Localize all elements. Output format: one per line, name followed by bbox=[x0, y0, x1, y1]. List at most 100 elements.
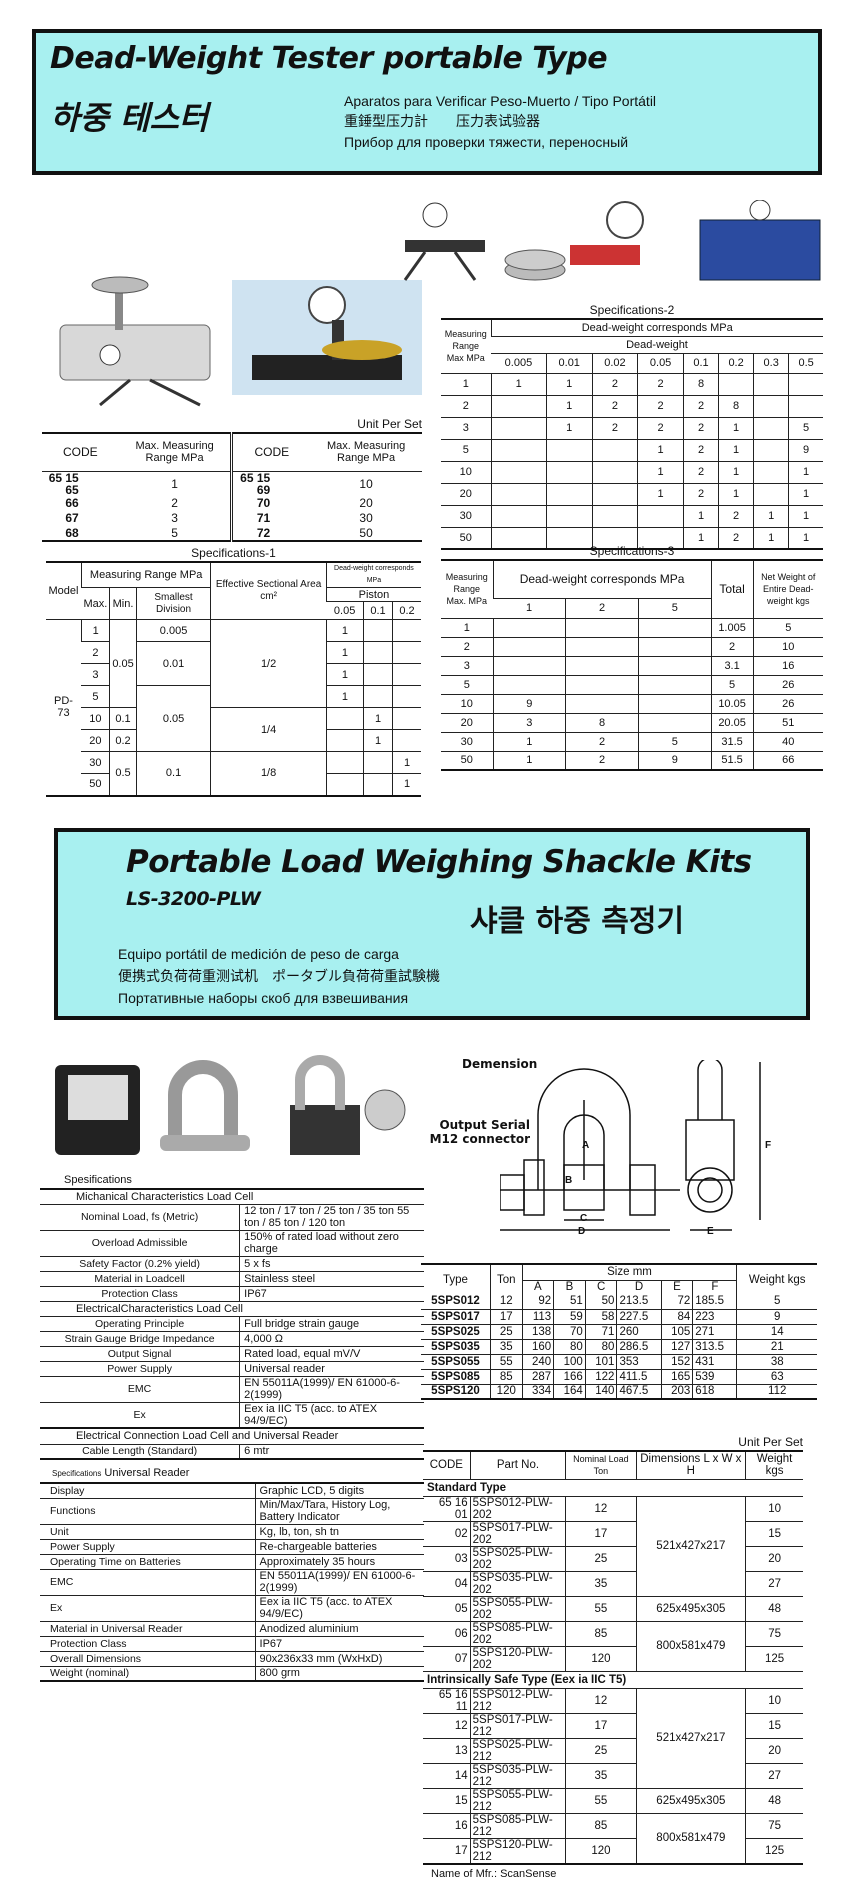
table-cell: 105 bbox=[661, 1324, 694, 1339]
table-cell: 20.05 bbox=[710, 713, 753, 733]
table-cell: 1/2 bbox=[210, 619, 327, 708]
table-row: 65 16 11 5SPS012-PLW-212 12 521x427x217 10 bbox=[423, 1688, 803, 1789]
table-cell bbox=[565, 675, 639, 695]
col-header: Max. bbox=[81, 587, 110, 620]
table-cell: 2 bbox=[682, 439, 719, 462]
table-cell: 3 bbox=[81, 663, 110, 686]
section-header-row: Electrical Connection Load Cell and Univ… bbox=[40, 1429, 424, 1444]
table-cell: 85 bbox=[490, 1369, 523, 1384]
table-cell bbox=[490, 527, 547, 550]
table-row: 5 0.05 1 bbox=[46, 685, 421, 752]
table-cell: 618 bbox=[692, 1384, 738, 1399]
table-cell: 5 bbox=[710, 675, 753, 695]
spec-name: Power Supply bbox=[40, 1361, 241, 1376]
spec-value: 5 x fs bbox=[244, 1257, 271, 1270]
table-cell: 122 bbox=[585, 1369, 618, 1384]
table-cell bbox=[490, 439, 547, 462]
col-header: Dead-weight corresponds MPa bbox=[490, 319, 823, 337]
table-cell: 71 bbox=[256, 511, 271, 525]
spec-label: Spesifications bbox=[64, 1174, 132, 1186]
table-cell bbox=[545, 483, 593, 506]
table-cell: 5SPS017 bbox=[421, 1309, 491, 1324]
col-header: F bbox=[692, 1280, 738, 1294]
table-cell: 1 bbox=[441, 373, 491, 396]
spec-name: Operating Principle bbox=[40, 1316, 241, 1331]
table-cell bbox=[788, 373, 823, 396]
table-cell: 2 bbox=[81, 641, 110, 664]
spec-name: Material in Loadcell bbox=[40, 1271, 241, 1286]
col-header: CODE bbox=[423, 1451, 471, 1479]
spec-row: Power Supply Re-chargeable batteries bbox=[40, 1539, 424, 1554]
table-cell: 2 bbox=[682, 483, 719, 506]
load-cell: 35 bbox=[565, 1763, 637, 1788]
table-cell: 80 bbox=[553, 1339, 586, 1354]
table-cell: 1 bbox=[392, 751, 421, 774]
table-cell bbox=[637, 527, 684, 550]
reader-spec-label-small: Specifications bbox=[52, 1469, 102, 1478]
part-no-cell: 5SPS035-PLW-212 bbox=[470, 1763, 567, 1788]
spec-value: 800 grm bbox=[259, 1667, 300, 1680]
table-row: 14 5SPS035-PLW-212 35 27 bbox=[423, 1763, 803, 1788]
code-cell: 14 bbox=[423, 1763, 471, 1788]
table-cell: 5SPS120 bbox=[421, 1384, 491, 1399]
table-row: 05 5SPS055-PLW-202 55 625x495x305 48 bbox=[423, 1596, 803, 1622]
load-cell: 12 bbox=[565, 1688, 637, 1713]
table-cell: 431 bbox=[692, 1354, 738, 1369]
table-cell: 80 bbox=[585, 1339, 618, 1354]
table-cell: 2 bbox=[565, 751, 639, 771]
table-cell bbox=[753, 483, 789, 506]
spec-row: Safety Factor (0.2% yield) 5 x fs bbox=[40, 1256, 424, 1271]
section-header: Michanical Characteristics Load Cell bbox=[76, 1190, 254, 1203]
spec-value: Universal reader bbox=[244, 1362, 325, 1375]
section-header: ElectricalCharacteristics Load Cell bbox=[76, 1302, 243, 1315]
weight-cell: 10 bbox=[768, 1694, 781, 1707]
spec-value: Graphic LCD, 5 digits bbox=[259, 1484, 365, 1497]
table-cell: 1 bbox=[753, 527, 789, 550]
table-cell: 223 bbox=[692, 1309, 738, 1324]
table-cell: 1 bbox=[118, 471, 234, 496]
spec-value: 12 ton / 17 ton / 25 ton / 35 ton 55 ton… bbox=[244, 1205, 410, 1229]
table-cell: 10 bbox=[441, 694, 493, 714]
group-header-row: Standard Type bbox=[423, 1479, 803, 1496]
col-header: Total bbox=[710, 560, 753, 619]
table-cell: 1.005 bbox=[710, 618, 753, 638]
table-cell: 1 bbox=[637, 439, 684, 462]
table-cell: 5 bbox=[81, 685, 110, 708]
spec-name: Display bbox=[40, 1483, 256, 1498]
table-cell: 50 bbox=[81, 773, 110, 796]
col-header: Weight kgs bbox=[756, 1453, 793, 1478]
spec-row: Protection Class IP67 bbox=[40, 1286, 424, 1301]
col-header: CODE bbox=[63, 445, 98, 460]
load-cell: 55 bbox=[565, 1788, 637, 1813]
col-header: 0.1 bbox=[682, 353, 719, 374]
table-cell: 203 bbox=[661, 1384, 694, 1399]
table-cell: 30 bbox=[81, 751, 110, 774]
spec-value: Min/Max/Tara, History Log, Battery Indic… bbox=[259, 1499, 391, 1523]
col-header: Dead-weight corresponds MPa bbox=[325, 562, 421, 588]
table-cell bbox=[492, 618, 566, 638]
col-header: 0.1 bbox=[362, 601, 393, 620]
table-cell bbox=[788, 395, 823, 418]
table-cell: 1 bbox=[545, 395, 593, 418]
spec-value: 150% of rated load without zero charge bbox=[244, 1231, 399, 1255]
table-row: 10 9 10.05 26 bbox=[441, 694, 823, 714]
table-cell: 2 bbox=[591, 395, 638, 418]
spec-value: Kg, lb, ton, sh tn bbox=[259, 1525, 340, 1538]
parts-table: CODE Part No. Nominal Load Ton Dimension… bbox=[423, 1450, 803, 1865]
table-cell: 66 bbox=[752, 751, 823, 771]
specifications-3: Specifications-3 Measuring Range Max. MP… bbox=[441, 543, 823, 771]
table-cell: 35 bbox=[490, 1339, 523, 1354]
table-cell bbox=[392, 729, 421, 752]
spec-value: Eex ia IIC T5 (acc. to ATEX 94/9/EC) bbox=[244, 1402, 378, 1427]
weight-cell: 20 bbox=[768, 1552, 781, 1565]
table-cell: 3 bbox=[492, 713, 566, 733]
col-header: Nominal Load Ton bbox=[565, 1451, 637, 1479]
part-no-cell: 5SPS017-PLW-212 bbox=[470, 1713, 567, 1738]
universal-reader-spec-table: Display Graphic LCD, 5 digits Functions Min… bbox=[40, 1482, 424, 1682]
col-header: 0.3 bbox=[753, 353, 789, 374]
table-cell: 185.5 bbox=[692, 1294, 738, 1309]
code-cell: 02 bbox=[423, 1521, 471, 1546]
table-cell: 2 bbox=[718, 527, 754, 550]
table-cell: 58 bbox=[585, 1309, 618, 1324]
table-cell bbox=[490, 461, 547, 484]
